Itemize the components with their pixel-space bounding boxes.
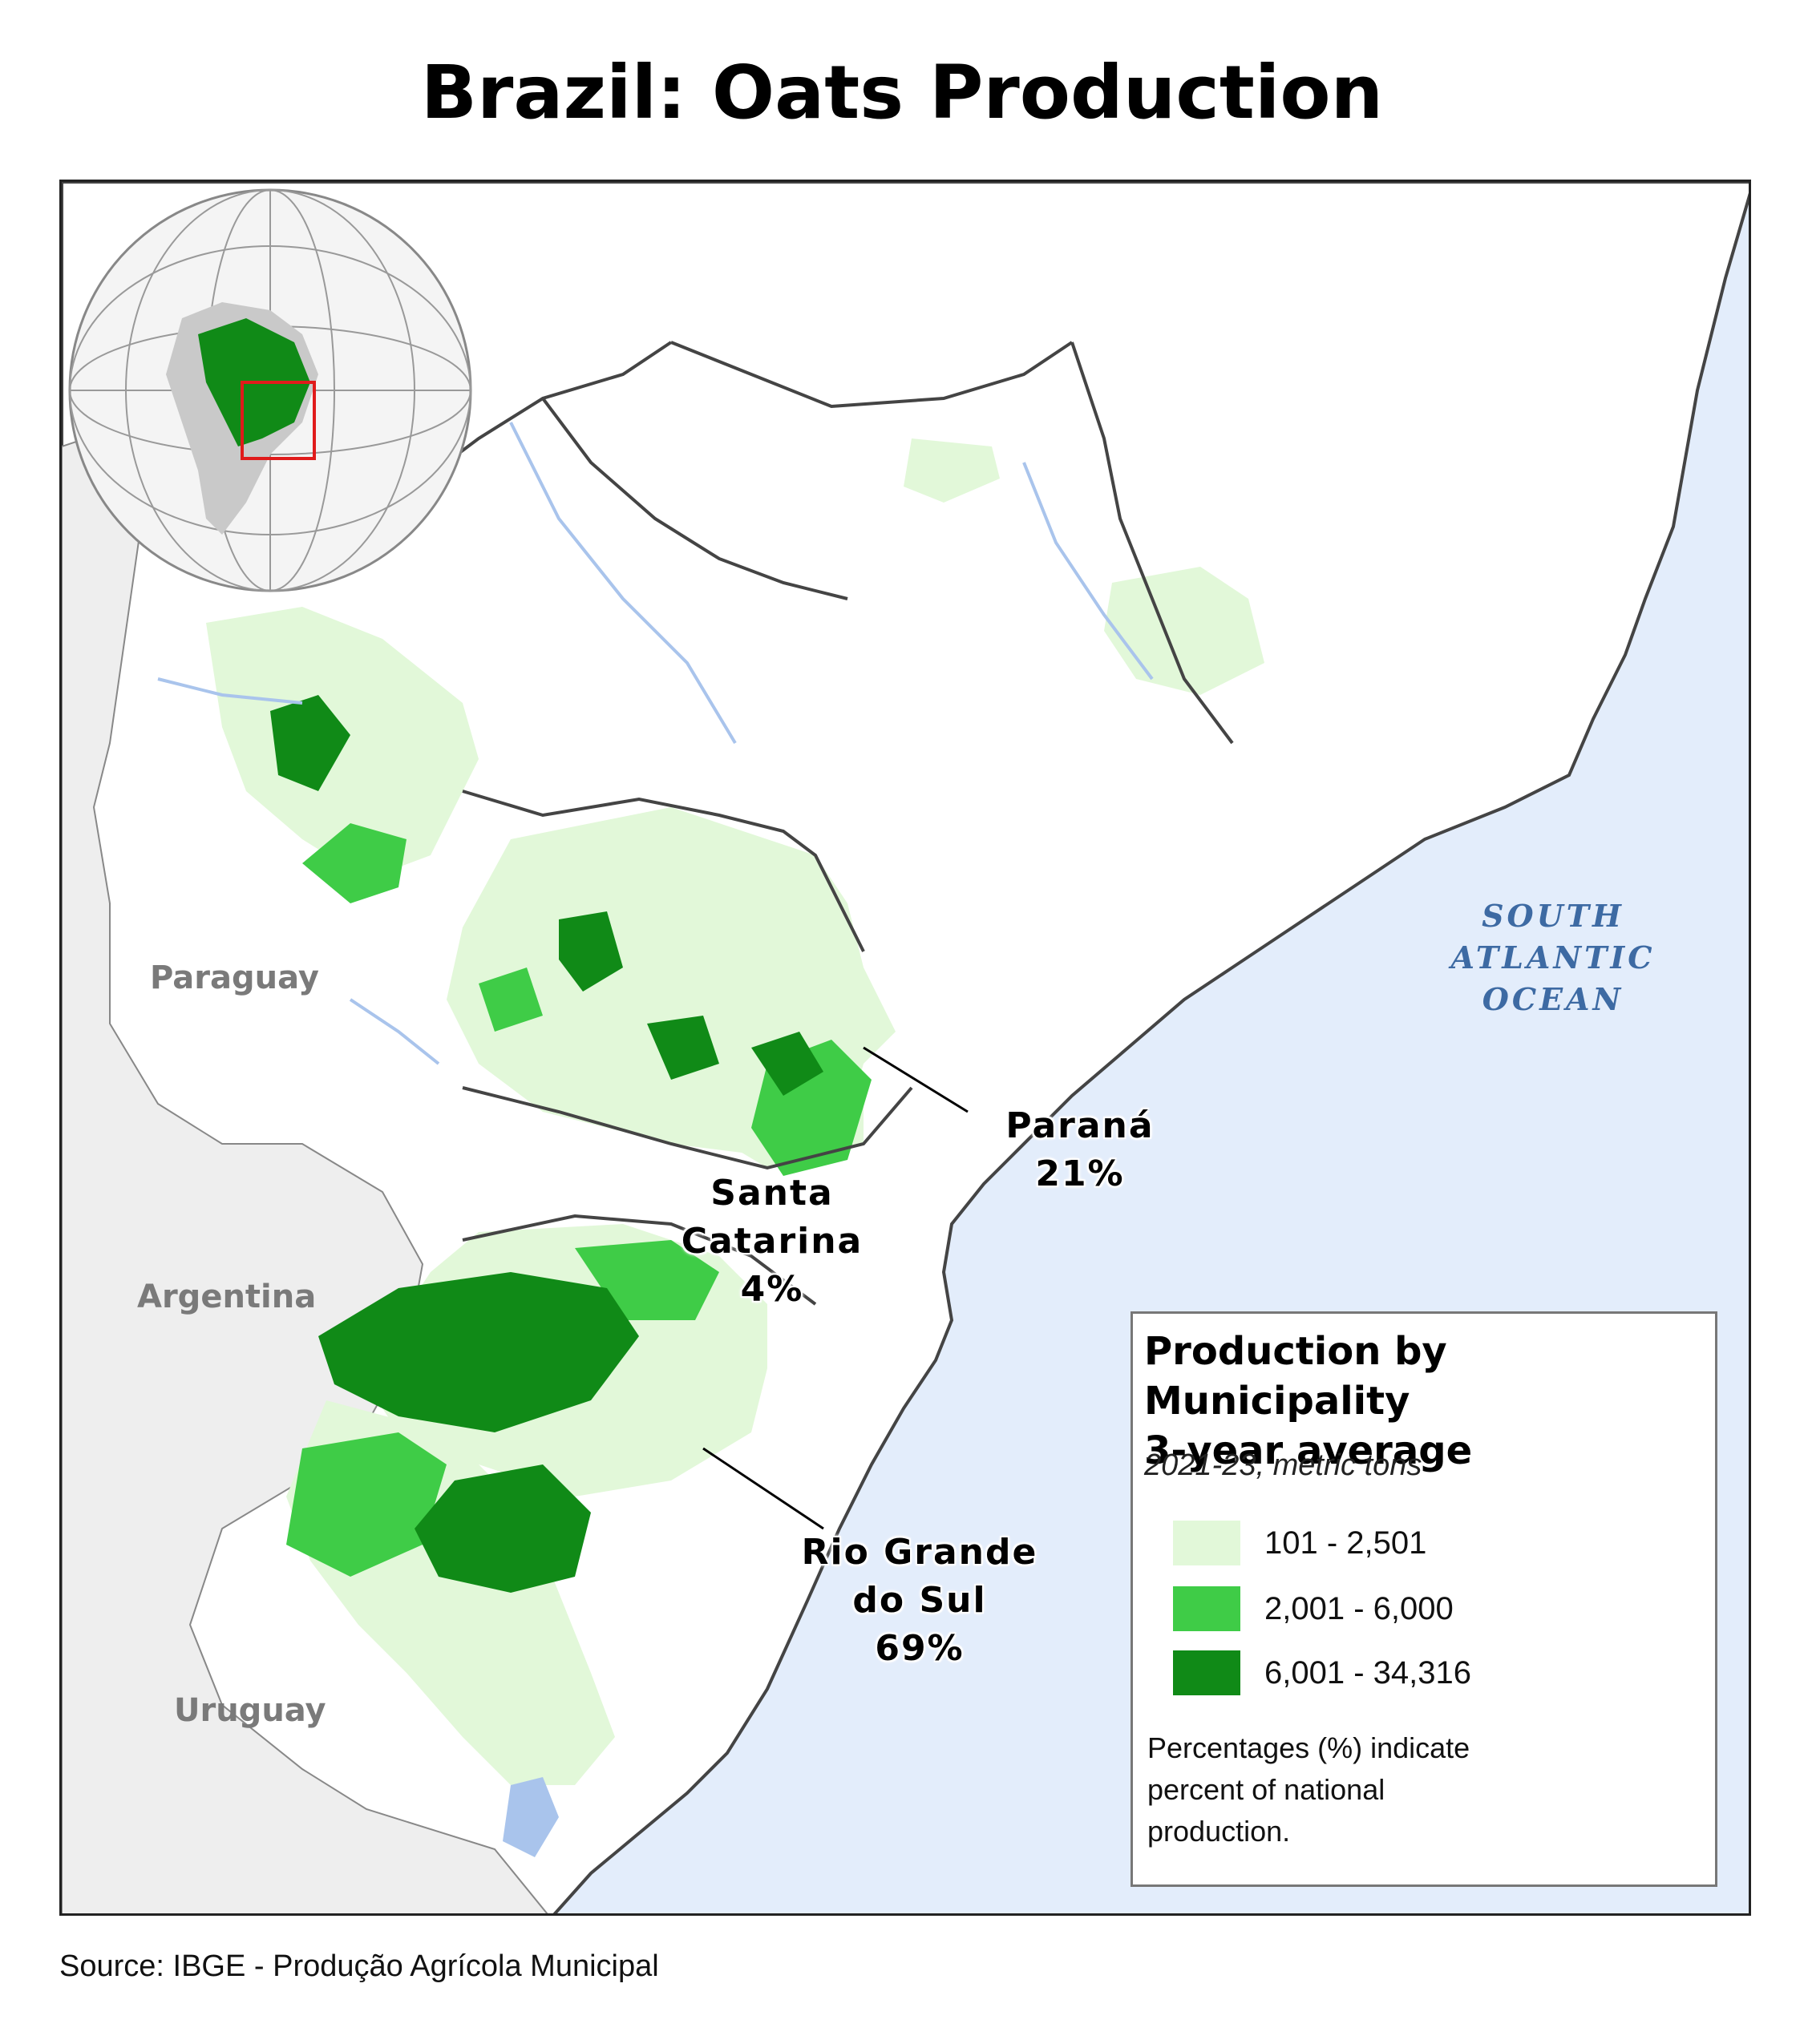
state-name-line2: do Sul — [852, 1580, 987, 1621]
ocean-label: SOUTH ATLANTIC OCEAN — [1425, 895, 1681, 1020]
state-label-rio-grande-do-sul: Rio Grande do Sul 69% — [767, 1529, 1072, 1673]
state-label-parana: Paraná 21% — [960, 1102, 1200, 1198]
legend-swatch-light — [1173, 1521, 1240, 1565]
country-label-uruguay: Uruguay — [174, 1692, 326, 1729]
ocean-label-line2: ATLANTIC — [1450, 939, 1656, 976]
rivers — [157, 422, 1154, 1065]
map-title: Brazil: Oats Production — [420, 50, 1384, 135]
map-legend: Production by Municipality 3-year averag… — [1131, 1311, 1717, 1887]
state-name-line2: Catarina — [681, 1221, 864, 1262]
legend-label: 2,001 - 6,000 — [1264, 1591, 1454, 1626]
state-name: Santa — [710, 1173, 834, 1214]
map-frame: Paraguay Argentina Uruguay SOUTH ATLANTI… — [59, 180, 1751, 1916]
municipality-dark — [270, 695, 823, 1593]
legend-swatch-dark — [1173, 1650, 1240, 1695]
ocean-label-line1: SOUTH — [1482, 898, 1624, 934]
state-share: 21% — [1035, 1153, 1125, 1194]
locator-globe — [68, 188, 472, 592]
legend-swatch-medium — [1173, 1586, 1240, 1631]
legend-subtitle: 2021-23, metric tons — [1144, 1448, 1422, 1482]
state-label-santa-catarina: Santa Catarina 4% — [652, 1169, 892, 1314]
state-share: 69% — [875, 1628, 965, 1669]
legend-label: 6,001 - 34,316 — [1264, 1655, 1471, 1691]
country-label-paraguay: Paraguay — [150, 959, 319, 996]
legend-note: Percentages (%) indicate percent of nati… — [1147, 1731, 1470, 1848]
lagoon — [503, 1777, 559, 1857]
legend-title: Production by Municipality 3-year averag… — [1144, 1327, 1715, 1476]
state-name: Paraná — [1005, 1105, 1155, 1146]
legend-title-line2: 3-year average — [1144, 1428, 1473, 1473]
ocean-label-line3: OCEAN — [1482, 981, 1624, 1017]
leader-lines — [702, 1046, 969, 1530]
source-note: Source: IBGE - Produção Agrícola Municip… — [59, 1949, 659, 1983]
legend-title-line1: Production by Municipality — [1144, 1329, 1447, 1424]
state-name: Rio Grande — [801, 1532, 1038, 1573]
legend-label: 101 - 2,501 — [1264, 1525, 1427, 1561]
state-share: 4% — [740, 1269, 804, 1310]
country-label-argentina: Argentina — [137, 1279, 317, 1315]
